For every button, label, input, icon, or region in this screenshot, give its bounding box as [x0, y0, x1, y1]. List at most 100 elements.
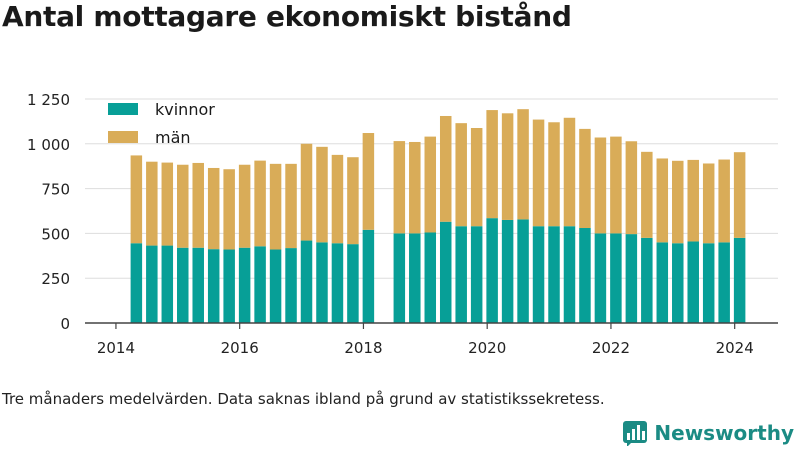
bars	[130, 109, 746, 323]
x-tick-label: 2020	[468, 339, 506, 357]
bar-man	[285, 163, 297, 249]
bar-kvinnor	[238, 247, 251, 323]
bar-man	[177, 164, 189, 248]
bar-man	[501, 113, 514, 220]
bar-man	[733, 152, 746, 238]
y-tick-label: 1 000	[27, 136, 70, 154]
bar-kvinnor	[455, 226, 467, 323]
bar-kvinnor	[579, 228, 591, 323]
bar-man	[347, 157, 359, 245]
bar-kvinnor	[316, 242, 328, 323]
bar-man	[718, 159, 730, 243]
bar-kvinnor	[439, 221, 452, 323]
bar-kvinnor	[486, 218, 498, 323]
bar-man	[579, 128, 591, 229]
bar-man	[362, 133, 375, 230]
bar-kvinnor	[161, 245, 174, 323]
bar-man	[532, 119, 545, 227]
bar-kvinnor	[532, 226, 545, 323]
bar-man	[594, 137, 607, 234]
bar-kvinnor	[656, 242, 669, 323]
bar-man	[702, 163, 715, 244]
bar-man	[563, 117, 576, 227]
bar-kvinnor	[130, 243, 143, 323]
bar-kvinnor	[300, 240, 313, 323]
bar-kvinnor	[702, 243, 715, 323]
bar-kvinnor	[548, 226, 560, 323]
bar-man	[424, 136, 437, 233]
bar-kvinnor	[718, 242, 730, 323]
bar-chart-logo-icon	[623, 421, 648, 446]
bar-man	[269, 163, 282, 250]
bar-man	[656, 158, 669, 243]
chart-title: Antal mottagare ekonomiskt bistånd	[2, 0, 572, 33]
legend: kvinnor män	[108, 100, 215, 147]
bar-man	[672, 160, 684, 244]
bar-kvinnor	[269, 249, 282, 323]
bar-man	[455, 123, 467, 227]
bar-kvinnor	[687, 241, 699, 323]
bar-kvinnor	[610, 233, 622, 323]
y-tick-label: 750	[41, 181, 70, 199]
bar-man	[192, 162, 204, 248]
bar-kvinnor	[641, 237, 653, 323]
bar-man	[393, 141, 406, 234]
bar-kvinnor	[362, 229, 375, 323]
bar-kvinnor	[207, 249, 220, 323]
bar-kvinnor	[672, 243, 684, 323]
bar-kvinnor	[594, 233, 607, 323]
y-tick-label: 0	[60, 315, 70, 333]
bar-man	[223, 169, 235, 250]
legend-label-kvinnor: kvinnor	[155, 100, 215, 119]
bar-kvinnor	[733, 237, 746, 323]
axes: 0 250 500 750 1 000 1 250 2014 2016 2018 2020 2022…	[27, 91, 778, 357]
bar-kvinnor	[517, 219, 529, 323]
footnote: Tre månaders medelvärden. Data saknas ib…	[2, 390, 605, 408]
x-tick-label: 2014	[97, 339, 135, 357]
bar-man	[316, 146, 328, 243]
x-tick-label: 2024	[716, 339, 754, 357]
bar-man	[517, 109, 529, 220]
y-tick-label: 1 250	[27, 91, 70, 109]
stacked-bar-chart: 0 250 500 750 1 000 1 250 2014 2016 2018 2020 2022…	[27, 91, 778, 357]
bar-man	[409, 141, 421, 234]
bar-kvinnor	[254, 246, 266, 323]
y-tick-label: 500	[41, 225, 70, 243]
brand-logo: Newsworthy	[622, 420, 794, 446]
bar-man	[300, 143, 313, 241]
bar-man	[439, 115, 452, 222]
bar-kvinnor	[625, 234, 638, 323]
bar-man	[130, 155, 143, 244]
x-tick-label: 2022	[592, 339, 630, 357]
bar-kvinnor	[223, 249, 235, 323]
bar-man	[146, 161, 158, 246]
bar-kvinnor	[347, 244, 359, 323]
bar-man	[470, 127, 483, 227]
bar-man	[161, 162, 174, 246]
bar-kvinnor	[192, 247, 204, 323]
bar-kvinnor	[146, 245, 158, 323]
bar-kvinnor	[331, 243, 344, 323]
bar-kvinnor	[563, 226, 576, 323]
bar-man	[548, 122, 560, 227]
bar-kvinnor	[470, 226, 483, 323]
brand-name: Newsworthy	[654, 421, 794, 445]
bar-kvinnor	[501, 219, 514, 323]
bar-kvinnor	[409, 233, 421, 323]
bar-man	[641, 151, 653, 238]
bar-man	[254, 160, 266, 247]
legend-swatch-kvinnor	[108, 103, 138, 115]
bar-man	[625, 141, 638, 235]
bar-kvinnor	[424, 232, 437, 323]
legend-label-man: män	[155, 128, 191, 147]
bar-man	[486, 110, 498, 219]
x-tick-label: 2018	[344, 339, 382, 357]
bar-man	[331, 154, 344, 244]
bar-kvinnor	[177, 247, 189, 323]
bar-kvinnor	[285, 248, 297, 323]
bar-man	[238, 164, 251, 248]
bar-man	[610, 136, 622, 234]
legend-swatch-man	[108, 131, 138, 143]
x-tick-label: 2016	[221, 339, 259, 357]
bar-kvinnor	[393, 233, 406, 323]
